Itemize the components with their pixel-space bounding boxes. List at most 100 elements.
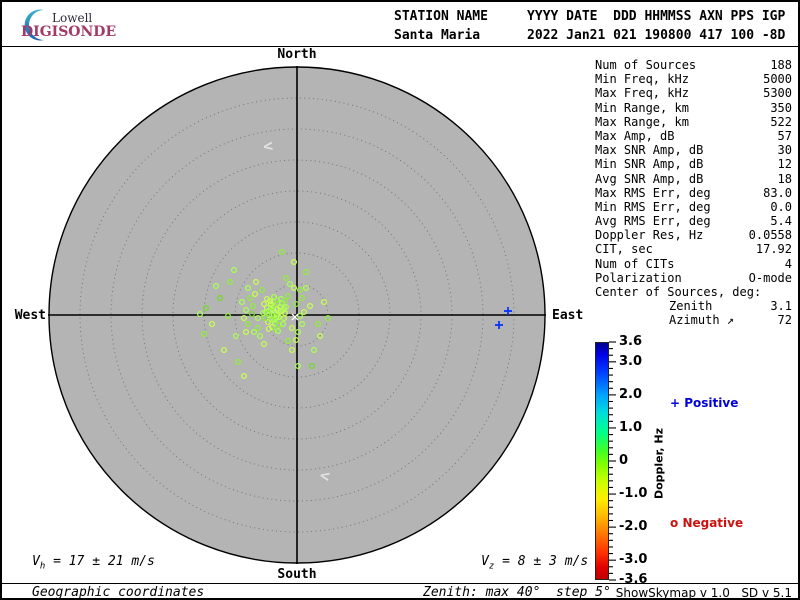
colorbar-tick-label: 0: [619, 453, 629, 468]
echo-source: [244, 284, 252, 292]
echo-source: [290, 284, 298, 292]
echo-source: [296, 312, 304, 320]
stat-row: Min RMS Err, deg 0.0: [595, 200, 792, 214]
stat-label: Max Freq, kHz: [595, 86, 689, 101]
echo-source: [270, 293, 278, 301]
circle-symbol-icon: o: [670, 516, 679, 530]
echo-source: [298, 320, 306, 328]
stat-label: Max Amp, dB: [595, 128, 675, 143]
echo-source: [288, 324, 296, 332]
colorbar-tick-label: -2.0: [619, 519, 648, 535]
stat-row: CIT, sec 17.92: [595, 242, 792, 256]
chevron-icon: <: [262, 136, 274, 156]
doppler-colorbar: [595, 342, 609, 580]
echo-source: [238, 298, 246, 306]
echo-source: [286, 280, 294, 288]
echo-source: [202, 304, 210, 312]
echo-source: [249, 302, 257, 310]
colorbar-tick-label: 3.0: [619, 353, 643, 369]
echo-source: [320, 298, 328, 306]
vh-subscript: h: [39, 561, 46, 572]
stat-value: 5300: [763, 86, 792, 101]
echo-source: [279, 320, 287, 328]
positive-source-plus-icon: [504, 307, 512, 315]
echo-source: [212, 282, 220, 290]
echo-source: [252, 278, 260, 286]
stat-row: Max Freq, kHz 5300: [595, 86, 792, 100]
echo-source: [256, 332, 264, 340]
stat-value: 3.1: [770, 299, 792, 314]
echo-source: [292, 336, 300, 344]
echo-source: [226, 278, 234, 286]
echo-source: [196, 310, 204, 318]
stats-panel: Num of Sources 188 Min Freq, kHz 5000 Max Fr…: [595, 58, 792, 328]
vz-symbol: V: [481, 554, 489, 569]
echo-source: [220, 346, 228, 354]
echo-source: [267, 300, 275, 308]
horizontal-velocity-readout: Vh = 17 ± 21 m/s: [32, 554, 155, 572]
vertical-velocity-readout: Vz = 8 ± 3 m/s: [481, 554, 588, 572]
stat-value: 30: [777, 143, 792, 158]
stat-label: Center of Sources, deg:: [595, 285, 762, 299]
echo-source: [264, 309, 272, 317]
colorbar-tick-label: 1.0: [619, 419, 643, 435]
compass-south-label: South: [277, 567, 317, 582]
stat-row: Avg RMS Err, deg 5.4: [595, 214, 792, 228]
skymap-plot: <<: [48, 66, 546, 564]
stat-row: Doppler Res, Hz 0.0558: [595, 228, 792, 242]
echo-source: [302, 268, 310, 276]
source-center-marker: [291, 313, 299, 321]
stat-value: 350: [770, 100, 792, 115]
echo-source: [242, 306, 250, 314]
echo-source: [316, 332, 324, 340]
stat-row: Max SNR Amp, dB 30: [595, 143, 792, 157]
echo-source: [314, 320, 322, 328]
echo-source: [288, 346, 296, 354]
echo-source: [200, 330, 208, 338]
echo-source: [208, 320, 216, 328]
stat-label: CIT, sec: [595, 242, 653, 257]
echo-source: [302, 284, 310, 292]
stat-row: Min Range, km 350: [595, 101, 792, 115]
vh-value: = 17 ± 21 m/s: [45, 554, 155, 569]
stat-label: Avg SNR Amp, dB: [595, 171, 704, 186]
stat-row: Polarization O-mode: [595, 271, 792, 285]
stat-row: Max Range, km 522: [595, 115, 792, 129]
stat-label: Min Freq, kHz: [595, 72, 689, 87]
echo-source: [232, 332, 240, 340]
plus-symbol-icon: +: [670, 396, 681, 410]
stat-label: Min SNR Amp, dB: [595, 157, 704, 172]
logo-lowell-text: Lowell: [52, 11, 93, 25]
echo-source: [250, 328, 258, 336]
stat-label: Num of CITs: [595, 256, 675, 271]
echo-source: [265, 325, 273, 333]
stat-value: 522: [770, 114, 792, 129]
compass-east-label: East: [552, 308, 584, 323]
echo-source: [242, 328, 250, 336]
echo-source: [306, 302, 314, 310]
echo-source: [277, 307, 285, 315]
stat-label: Avg RMS Err, deg: [595, 214, 711, 229]
stat-label: Max RMS Err, deg: [595, 185, 711, 200]
stat-value: O-mode: [748, 270, 792, 285]
header-line1: STATION NAME YYYY DATE DDD HHMMSS AXN PP…: [394, 9, 786, 24]
echo-source: [308, 362, 316, 370]
echo-source: [224, 312, 232, 320]
stat-row: Num of Sources 188: [595, 58, 792, 72]
stat-row: Min Freq, kHz 5000: [595, 72, 792, 86]
echo-source: [281, 297, 289, 305]
stat-value: 83.0: [763, 185, 792, 200]
colorbar-tick-label: -3.6: [619, 572, 648, 587]
echo-source: [240, 372, 248, 380]
stat-label: Min RMS Err, deg: [595, 199, 711, 214]
header-line2: Santa Maria 2022 Jan21 021 190800 417 10…: [394, 28, 786, 43]
colorbar-ticks: [609, 341, 616, 581]
echo-source: [290, 258, 298, 266]
stat-value: 5000: [763, 72, 792, 87]
stat-value: 12: [777, 157, 792, 172]
stat-row: Center of Sources, deg:: [595, 285, 792, 299]
stat-label: Num of Sources: [595, 58, 697, 72]
stat-value: 4: [784, 256, 792, 271]
stat-row: Min SNR Amp, dB 12: [595, 157, 792, 171]
